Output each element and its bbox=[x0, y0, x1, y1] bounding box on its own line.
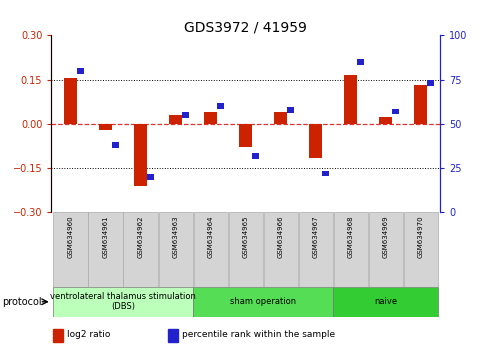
Text: GSM634970: GSM634970 bbox=[417, 215, 423, 258]
Bar bbox=[378, 118, 392, 124]
Bar bbox=[111, 142, 119, 148]
Bar bbox=[274, 112, 287, 124]
Bar bbox=[286, 107, 294, 113]
Text: log2 ratio: log2 ratio bbox=[67, 330, 110, 339]
Bar bbox=[344, 75, 357, 124]
Text: GSM634969: GSM634969 bbox=[382, 215, 388, 258]
Text: protocol: protocol bbox=[2, 297, 42, 307]
Bar bbox=[308, 124, 322, 158]
FancyBboxPatch shape bbox=[123, 212, 158, 287]
Bar bbox=[99, 124, 112, 130]
FancyBboxPatch shape bbox=[193, 212, 227, 287]
Bar bbox=[181, 112, 189, 118]
FancyBboxPatch shape bbox=[263, 212, 297, 287]
Bar bbox=[169, 115, 182, 124]
FancyBboxPatch shape bbox=[53, 212, 87, 287]
Text: GSM634965: GSM634965 bbox=[242, 215, 248, 258]
Bar bbox=[203, 112, 217, 124]
FancyBboxPatch shape bbox=[88, 212, 122, 287]
Bar bbox=[134, 124, 147, 186]
Bar bbox=[168, 329, 178, 343]
FancyBboxPatch shape bbox=[368, 212, 402, 287]
FancyBboxPatch shape bbox=[333, 287, 437, 317]
FancyBboxPatch shape bbox=[158, 212, 192, 287]
Bar bbox=[391, 109, 399, 114]
FancyBboxPatch shape bbox=[228, 212, 263, 287]
Text: naive: naive bbox=[373, 297, 397, 306]
Bar bbox=[146, 174, 154, 180]
FancyBboxPatch shape bbox=[193, 287, 333, 317]
Bar bbox=[251, 153, 259, 159]
Text: percentile rank within the sample: percentile rank within the sample bbox=[182, 330, 335, 339]
Bar bbox=[413, 85, 427, 124]
Text: ventrolateral thalamus stimulation
(DBS): ventrolateral thalamus stimulation (DBS) bbox=[50, 292, 196, 312]
FancyBboxPatch shape bbox=[333, 212, 367, 287]
Bar bbox=[321, 171, 329, 176]
Bar bbox=[426, 80, 434, 86]
Bar bbox=[216, 103, 224, 109]
FancyBboxPatch shape bbox=[403, 212, 437, 287]
Text: GSM634962: GSM634962 bbox=[138, 215, 143, 258]
FancyBboxPatch shape bbox=[298, 212, 332, 287]
Text: GSM634964: GSM634964 bbox=[207, 215, 213, 258]
FancyBboxPatch shape bbox=[53, 287, 193, 317]
Bar bbox=[64, 78, 77, 124]
Text: GSM634961: GSM634961 bbox=[102, 215, 108, 258]
Bar bbox=[239, 124, 252, 147]
Text: sham operation: sham operation bbox=[230, 297, 296, 306]
Bar bbox=[53, 329, 63, 343]
Text: GSM634960: GSM634960 bbox=[67, 215, 74, 258]
Text: GSM634963: GSM634963 bbox=[172, 215, 178, 258]
Text: GSM634966: GSM634966 bbox=[277, 215, 283, 258]
Bar bbox=[77, 68, 84, 74]
Text: GSM634968: GSM634968 bbox=[347, 215, 353, 258]
Text: GSM634967: GSM634967 bbox=[312, 215, 318, 258]
Bar bbox=[356, 59, 364, 65]
Title: GDS3972 / 41959: GDS3972 / 41959 bbox=[184, 20, 306, 34]
